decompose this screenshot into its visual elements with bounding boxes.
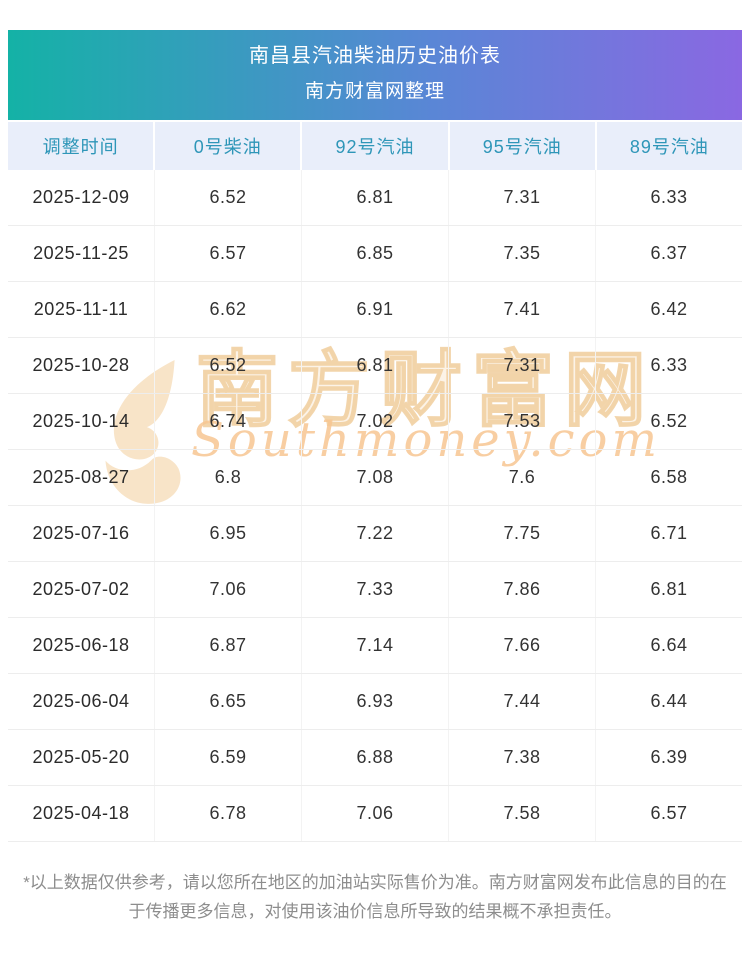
price-cell: 6.59 xyxy=(155,730,302,785)
date-cell: 2025-10-28 xyxy=(8,338,155,393)
date-cell: 2025-07-16 xyxy=(8,506,155,561)
price-cell: 7.31 xyxy=(449,338,596,393)
price-cell: 6.62 xyxy=(155,282,302,337)
price-cell: 7.41 xyxy=(449,282,596,337)
price-cell: 7.08 xyxy=(302,450,449,505)
price-cell: 6.33 xyxy=(650,187,688,207)
price-cell: 6.74 xyxy=(155,394,302,449)
table-row: 2025-06-18 6.87 7.14 7.66 6.64 xyxy=(8,618,742,674)
price-cell: 6.88 xyxy=(302,730,449,785)
price-cell: 7.33 xyxy=(302,562,449,617)
price-cell: 6.39 xyxy=(650,747,688,767)
column-header-gas89: 89号汽油 xyxy=(629,137,709,157)
price-cell: 7.06 xyxy=(302,786,449,841)
date-cell: 2025-08-27 xyxy=(8,450,155,505)
price-cell: 6.85 xyxy=(302,226,449,281)
column-header-diesel0: 0号柴油 xyxy=(155,122,303,170)
date-cell: 2025-11-11 xyxy=(8,282,155,337)
date-cell: 2025-12-09 xyxy=(8,170,155,225)
table-row: 2025-11-11 6.62 6.91 7.41 6.42 xyxy=(8,282,742,338)
price-cell: 6.93 xyxy=(302,674,449,729)
table-row: 2025-12-09 6.52 6.81 7.31 6.33 xyxy=(8,170,742,226)
price-cell: 6.52 xyxy=(155,170,302,225)
price-cell: 6.52 xyxy=(155,338,302,393)
price-cell: 7.86 xyxy=(449,562,596,617)
price-cell: 6.57 xyxy=(155,226,302,281)
price-table: 2025-12-09 6.52 6.81 7.31 6.33 2025-11-2… xyxy=(8,170,742,842)
page-subtitle: 南方财富网整理 xyxy=(304,81,445,102)
price-cell: 7.06 xyxy=(155,562,302,617)
price-cell: 6.81 xyxy=(302,170,449,225)
date-cell: 2025-06-04 xyxy=(8,674,155,729)
price-cell: 6.65 xyxy=(155,674,302,729)
table-row: 2025-06-04 6.65 6.93 7.44 6.44 xyxy=(8,674,742,730)
price-cell: 7.02 xyxy=(302,394,449,449)
table-row: 2025-10-14 6.74 7.02 7.53 6.52 xyxy=(8,394,742,450)
price-cell: 7.6 xyxy=(449,450,596,505)
price-cell: 6.44 xyxy=(650,691,688,711)
price-cell: 6.81 xyxy=(302,338,449,393)
price-cell: 6.95 xyxy=(155,506,302,561)
price-cell: 7.14 xyxy=(302,618,449,673)
table-row: 2025-08-27 6.8 7.08 7.6 6.58 xyxy=(8,450,742,506)
price-cell: 6.64 xyxy=(650,635,688,655)
price-cell: 6.87 xyxy=(155,618,302,673)
price-cell: 7.31 xyxy=(449,170,596,225)
price-cell: 6.33 xyxy=(650,355,688,375)
price-cell: 7.44 xyxy=(449,674,596,729)
price-cell: 6.8 xyxy=(155,450,302,505)
price-cell: 7.75 xyxy=(449,506,596,561)
price-cell: 7.58 xyxy=(449,786,596,841)
price-cell: 6.78 xyxy=(155,786,302,841)
price-cell: 6.58 xyxy=(650,467,688,487)
column-header-gas95: 95号汽油 xyxy=(450,122,597,170)
price-cell: 6.42 xyxy=(650,299,688,319)
price-cell: 7.22 xyxy=(302,506,449,561)
date-cell: 2025-07-02 xyxy=(8,562,155,617)
column-header-date: 调整时间 xyxy=(8,122,156,170)
price-cell: 6.91 xyxy=(302,282,449,337)
table-row: 2025-05-20 6.59 6.88 7.38 6.39 xyxy=(8,730,742,786)
disclaimer-text: *以上数据仅供参考，请以您所在地区的加油站实际售价为准。南方财富网发布此信息的目… xyxy=(23,873,727,921)
price-cell: 7.35 xyxy=(449,226,596,281)
date-cell: 2025-10-14 xyxy=(8,394,155,449)
price-cell: 7.38 xyxy=(449,730,596,785)
price-cell: 6.57 xyxy=(650,803,688,823)
column-header-gas92: 92号汽油 xyxy=(302,122,450,170)
date-cell: 2025-11-25 xyxy=(8,226,155,281)
table-row: 2025-04-18 6.78 7.06 7.58 6.57 xyxy=(8,786,742,842)
table-row: 2025-07-16 6.95 7.22 7.75 6.71 xyxy=(8,506,742,562)
price-cell: 6.37 xyxy=(650,243,688,263)
title-banner: 南昌县汽油柴油历史油价表 南方财富网整理 xyxy=(8,30,742,120)
date-cell: 2025-04-18 xyxy=(8,786,155,841)
date-cell: 2025-06-18 xyxy=(8,618,155,673)
price-cell: 6.52 xyxy=(650,411,688,431)
price-cell: 7.53 xyxy=(449,394,596,449)
price-cell: 7.66 xyxy=(449,618,596,673)
price-cell: 6.81 xyxy=(650,579,688,599)
content: 南昌县汽油柴油历史油价表 南方财富网整理 调整时间 0号柴油 92号汽油 95号… xyxy=(8,30,742,921)
table-row: 2025-10-28 6.52 6.81 7.31 6.33 xyxy=(8,338,742,394)
table-row: 2025-11-25 6.57 6.85 7.35 6.37 xyxy=(8,226,742,282)
page-title: 南昌县汽油柴油历史油价表 xyxy=(249,45,501,67)
price-cell: 6.71 xyxy=(650,523,688,543)
date-cell: 2025-05-20 xyxy=(8,730,155,785)
table-row: 2025-07-02 7.06 7.33 7.86 6.81 xyxy=(8,562,742,618)
table-header: 调整时间 0号柴油 92号汽油 95号汽油 89号汽油 xyxy=(8,122,742,170)
